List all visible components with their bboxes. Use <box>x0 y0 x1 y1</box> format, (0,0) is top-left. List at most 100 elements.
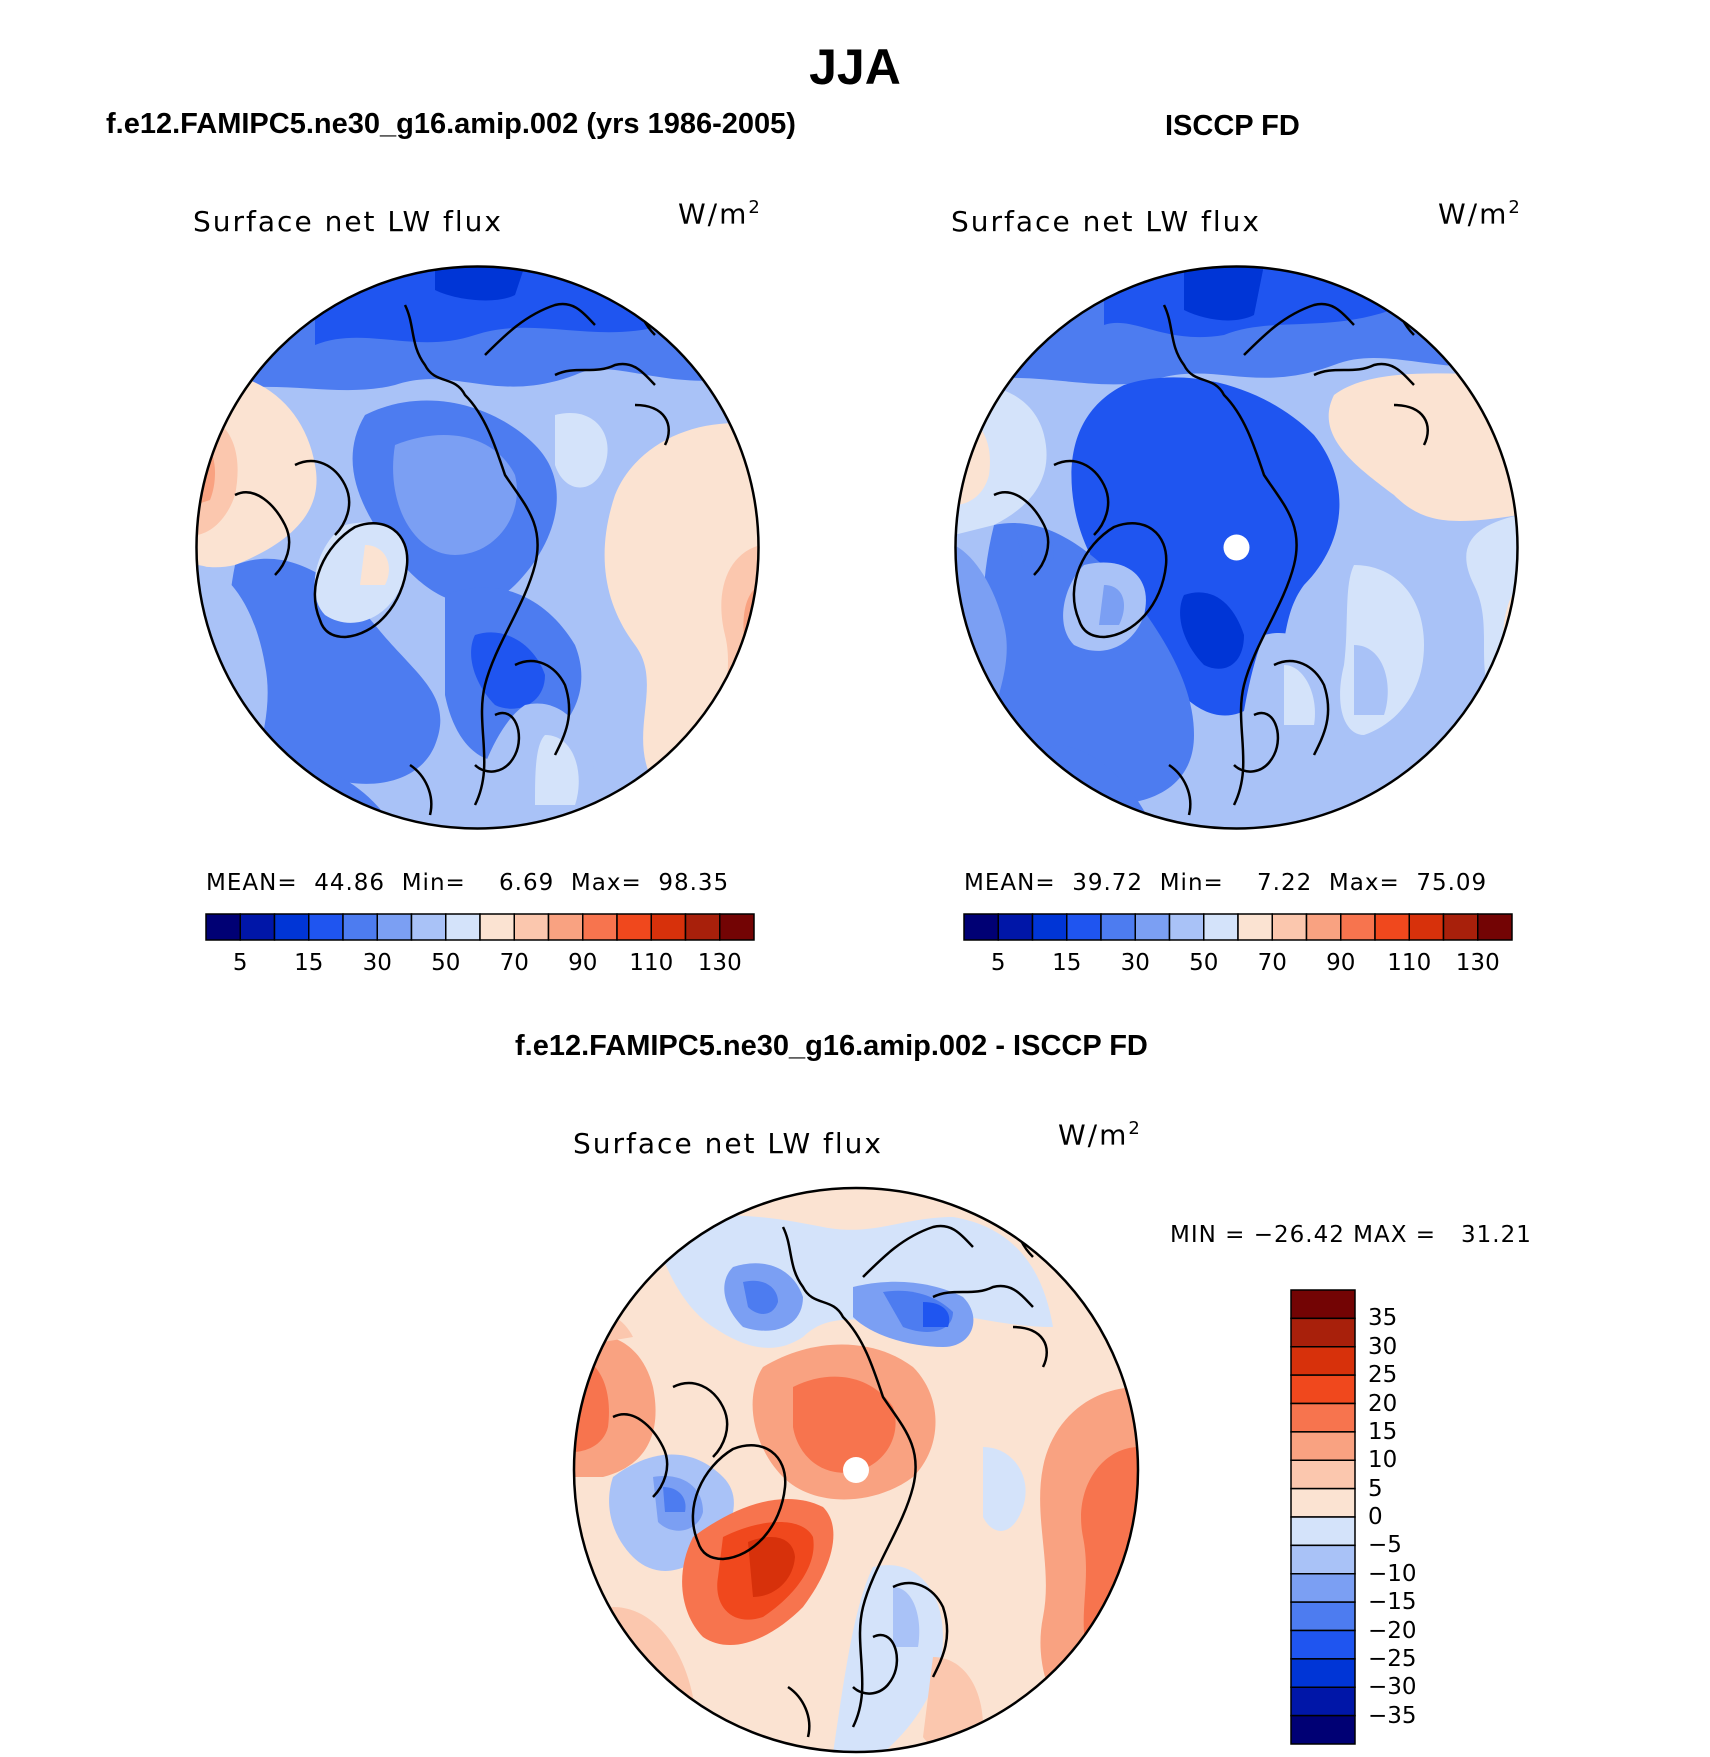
colorbar-swatch <box>1066 913 1102 941</box>
panel-3-pole-mask <box>843 1457 869 1483</box>
panel-2-units: W/m2 <box>1438 197 1522 231</box>
colorbar-tick-label: 0 <box>1368 1504 1383 1530</box>
panel-1-stats: MEAN= 44.86 Min= 6.69 Max= 98.35 <box>206 870 730 896</box>
colorbar-swatch <box>479 913 515 941</box>
colorbar-swatch <box>1168 913 1205 941</box>
colorbar-swatch <box>1290 1374 1356 1405</box>
colorbar-swatch <box>376 913 413 941</box>
colorbar-tick-label: −15 <box>1368 1589 1417 1616</box>
colorbar-tick-label: −25 <box>1368 1645 1417 1672</box>
colorbar-swatch <box>1305 913 1342 941</box>
colorbar-tick-label: 5 <box>1368 1475 1383 1502</box>
colorbar-tick-label: 5 <box>990 950 1006 976</box>
colorbar-tick-label: 50 <box>431 950 461 976</box>
colorbar-swatch <box>1290 1431 1356 1461</box>
panel-3-colorbar-labels: 35 30 25 20 15 10 5 0 −5 −10 −15 −20 −25 −30 −35 <box>1368 1290 1448 1744</box>
colorbar-swatch <box>1290 1516 1356 1547</box>
colorbar-swatch <box>582 913 618 941</box>
colorbar-swatch <box>239 913 276 941</box>
panel-3-stats: MIN = −26.42 MAX = 31.21 <box>1170 1222 1532 1248</box>
panel-1-title: f.e12.FAMIPC5.ne30_g16.amip.002 (yrs 198… <box>106 108 796 140</box>
colorbar-swatch <box>1374 913 1410 941</box>
colorbar-tick-label: 90 <box>568 950 598 976</box>
colorbar-tick-label: 15 <box>294 950 324 976</box>
colorbar-tick-label: 20 <box>1368 1390 1398 1417</box>
colorbar-tick-label: 110 <box>1387 950 1432 976</box>
colorbar-tick-label: −5 <box>1368 1532 1402 1559</box>
colorbar-tick-label: 70 <box>499 950 529 976</box>
colorbar-tick-label: 50 <box>1189 950 1219 976</box>
colorbar-swatch <box>1290 1289 1356 1320</box>
colorbar-swatch <box>1203 913 1239 941</box>
colorbar-swatch <box>1477 913 1513 941</box>
colorbar-swatch <box>1290 1346 1356 1376</box>
colorbar-swatch <box>513 913 550 941</box>
colorbar-tick-label: −30 <box>1368 1674 1417 1701</box>
colorbar-swatch <box>273 913 310 941</box>
colorbar-swatch <box>1340 913 1376 941</box>
colorbar-swatch <box>1134 913 1171 941</box>
panel-1-units: W/m2 <box>678 197 762 231</box>
colorbar-swatch <box>1237 913 1273 941</box>
colorbar-tick-label: −20 <box>1368 1617 1417 1644</box>
colorbar-tick-label: 10 <box>1368 1447 1398 1474</box>
colorbar-tick-label: 110 <box>629 950 674 976</box>
colorbar-swatch <box>650 913 687 941</box>
panel-2-colorbar <box>963 913 1513 941</box>
panel-3-polar-map <box>572 1186 1140 1754</box>
colorbar-swatch <box>1290 1459 1356 1490</box>
panel-2-title: ISCCP FD <box>1165 110 1300 142</box>
panel-2-polar-map <box>954 265 1519 830</box>
colorbar-swatch <box>1442 913 1479 941</box>
panel-3-colorbar <box>1290 1289 1356 1745</box>
colorbar-swatch <box>1290 1487 1356 1518</box>
colorbar-swatch <box>1290 1402 1356 1433</box>
colorbar-tick-label: 5 <box>232 950 248 976</box>
panel-2-stats: MEAN= 39.72 Min= 7.22 Max= 75.09 <box>964 870 1488 896</box>
colorbar-swatch <box>445 913 481 941</box>
colorbar-swatch <box>1290 1658 1356 1688</box>
colorbar-tick-label: 30 <box>1368 1333 1398 1360</box>
colorbar-tick-label: 130 <box>697 950 742 976</box>
colorbar-swatch <box>1031 913 1068 941</box>
panel-1-colorbar-labels: 5 15 30 50 70 90 110 130 <box>206 950 754 980</box>
panel-3-variable-label: Surface net LW flux <box>573 1127 883 1160</box>
panel-1-variable-label: Surface net LW flux <box>193 205 503 238</box>
colorbar-tick-label: 90 <box>1326 950 1356 976</box>
colorbar-swatch <box>205 913 241 941</box>
panel-2-colorbar-labels: 5 15 30 50 70 90 110 130 <box>964 950 1512 980</box>
colorbar-tick-label: 15 <box>1052 950 1082 976</box>
panel-3-title: f.e12.FAMIPC5.ne30_g16.amip.002 - ISCCP … <box>515 1030 1148 1062</box>
figure-title: JJA <box>809 39 901 95</box>
colorbar-tick-label: 25 <box>1368 1362 1398 1389</box>
colorbar-swatch <box>1100 913 1136 941</box>
colorbar-swatch <box>1290 1601 1356 1632</box>
panel-3-units: W/m2 <box>1058 1118 1142 1152</box>
colorbar-tick-label: 30 <box>1120 950 1150 976</box>
colorbar-swatch <box>1290 1573 1356 1603</box>
panel-1-polar-map <box>195 265 760 830</box>
colorbar-swatch <box>1290 1544 1356 1575</box>
colorbar-swatch <box>1290 1686 1356 1717</box>
colorbar-tick-label: 30 <box>362 950 392 976</box>
colorbar-swatch <box>963 913 999 941</box>
colorbar-swatch <box>719 913 755 941</box>
colorbar-swatch <box>547 913 584 941</box>
colorbar-swatch <box>342 913 378 941</box>
panel-2-pole-mask <box>1223 534 1250 561</box>
colorbar-tick-label: −35 <box>1368 1702 1417 1729</box>
panel-1-colorbar <box>205 913 755 941</box>
colorbar-swatch <box>1271 913 1308 941</box>
colorbar-tick-label: 35 <box>1368 1305 1398 1332</box>
colorbar-swatch <box>1290 1714 1356 1745</box>
panel-2-variable-label: Surface net LW flux <box>951 205 1261 238</box>
colorbar-tick-label: 130 <box>1455 950 1500 976</box>
colorbar-swatch <box>1290 1629 1356 1660</box>
colorbar-tick-label: 15 <box>1368 1418 1398 1445</box>
colorbar-swatch <box>616 913 652 941</box>
colorbar-swatch <box>997 913 1034 941</box>
colorbar-tick-label: −10 <box>1368 1560 1417 1587</box>
colorbar-swatch <box>1408 913 1445 941</box>
colorbar-swatch <box>684 913 721 941</box>
colorbar-swatch <box>1290 1317 1356 1348</box>
